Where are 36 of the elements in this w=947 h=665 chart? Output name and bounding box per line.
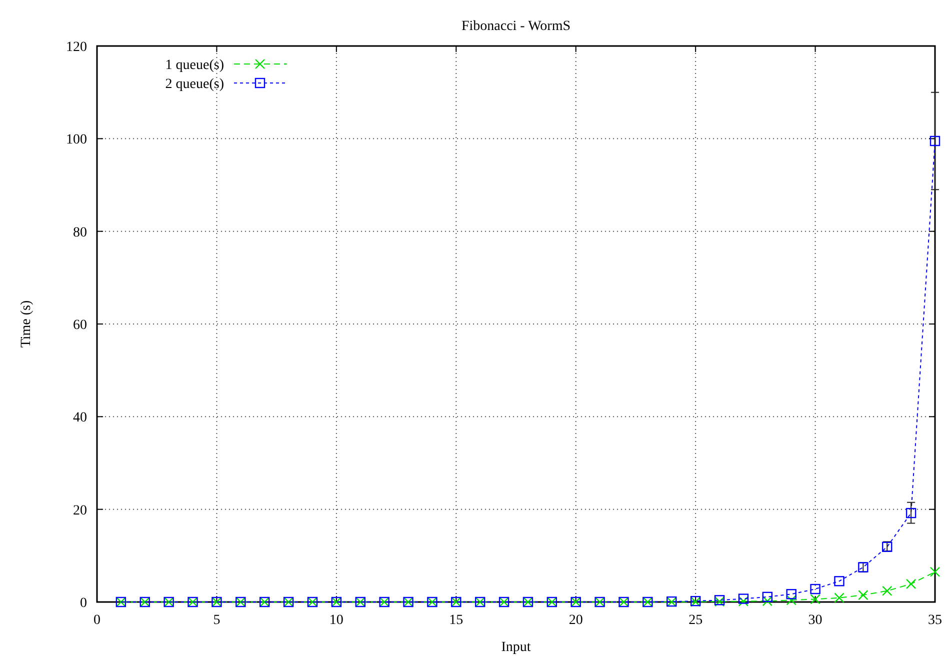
- point: [738, 596, 749, 606]
- legend-label: 1 queue(s): [165, 58, 224, 73]
- point: [834, 576, 844, 586]
- point: [762, 596, 772, 606]
- x-tick-label: 35: [928, 613, 942, 628]
- point: [906, 578, 916, 590]
- y-axis-title: Time (s): [19, 300, 34, 348]
- x-tick-label: 10: [329, 613, 344, 628]
- y-tick-label: 0: [80, 596, 87, 611]
- point: [762, 592, 772, 602]
- y-tick-label: 100: [66, 132, 87, 148]
- point: [930, 566, 940, 577]
- x-tick-label: 15: [449, 613, 464, 628]
- x-axis-title: Input: [501, 640, 531, 655]
- y-tick-label: 120: [66, 40, 87, 55]
- chart-title: Fibonacci - WormS: [461, 19, 571, 34]
- x-tick-label: 30: [808, 613, 822, 628]
- point: [834, 592, 844, 603]
- y-tick-label: 20: [73, 503, 87, 518]
- point: [930, 136, 940, 146]
- point: [810, 594, 820, 604]
- y-tick-label: 40: [73, 410, 87, 426]
- point: [786, 595, 796, 606]
- point: [810, 584, 820, 594]
- x-tick-label: 25: [688, 613, 703, 628]
- point: [858, 590, 868, 600]
- y-tick-label: 60: [73, 318, 87, 333]
- y-tick-label: 80: [73, 225, 87, 240]
- x-tick-label: 20: [568, 613, 583, 628]
- point: [738, 594, 749, 604]
- point: [906, 508, 916, 518]
- legend-label: 2 queue(s): [165, 77, 224, 92]
- point: [882, 586, 892, 596]
- point: [786, 589, 796, 600]
- x-tick-label: 5: [213, 613, 220, 628]
- x-tick-label: 0: [94, 613, 100, 628]
